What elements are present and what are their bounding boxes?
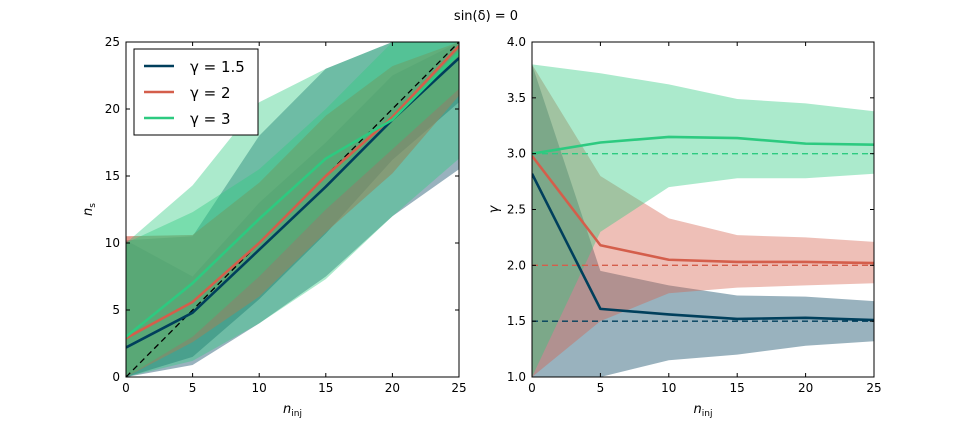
x-tick-label: 25	[451, 381, 466, 395]
x-tick-label: 15	[318, 381, 333, 395]
band-1	[532, 64, 874, 377]
plot-area-right	[532, 64, 874, 377]
reference-line-0	[126, 42, 459, 377]
x-axis-label-left: ninj	[283, 402, 302, 419]
figure-suptitle: sin(δ) = 0	[454, 9, 518, 24]
y-tick-label: 25	[105, 35, 120, 49]
series-line-2	[532, 135, 874, 155]
band-0	[532, 64, 874, 377]
y-axis-label-right: γ	[487, 204, 502, 213]
plot-area-left	[126, 42, 459, 377]
series-line-1	[126, 45, 459, 340]
y-tick-label: 2.0	[507, 258, 526, 272]
y-tick-label: 15	[105, 169, 120, 183]
y-tick-label: 5	[112, 303, 120, 317]
series-line-1	[532, 155, 874, 265]
y-tick-label: 1.5	[507, 314, 526, 328]
y-tick-label: 3.0	[507, 147, 526, 161]
legend-label-0: γ = 1.5	[190, 58, 245, 76]
y-tick-label: 2.5	[507, 203, 526, 217]
legend: γ = 1.5 γ = 2 γ = 3	[133, 48, 259, 136]
legend-box	[133, 48, 259, 136]
legend-label-1: γ = 2	[190, 84, 231, 102]
y-tick-label: 1.0	[507, 370, 526, 384]
axes-frame-left	[125, 41, 460, 378]
series-line-0	[532, 173, 874, 322]
y-tick-label: 3.5	[507, 91, 526, 105]
x-tick-label: 0	[122, 381, 130, 395]
x-tick-label: 10	[252, 381, 267, 395]
x-tick-label: 15	[730, 381, 745, 395]
x-axis-label-right: ninj	[694, 402, 713, 419]
x-tick-label: 5	[597, 381, 605, 395]
x-tick-label: 20	[385, 381, 400, 395]
y-tick-label: 0	[112, 370, 120, 384]
x-tick-label: 0	[528, 381, 536, 395]
x-tick-label: 5	[189, 381, 197, 395]
y-tick-label: 4.0	[507, 35, 526, 49]
y-tick-label: 20	[105, 102, 120, 116]
x-tick-label: 20	[798, 381, 813, 395]
y-axis-label-left: ns	[81, 203, 98, 216]
legend-label-2: γ = 3	[190, 110, 231, 128]
plot-right: 0 5 10 15 20 25 1.0 1.5 2.0 2.5 3.0 3.5 4.0 ninj γ	[487, 35, 882, 419]
y-tick-label: 10	[105, 236, 120, 250]
series-line-2	[126, 51, 459, 338]
x-tick-label: 25	[866, 381, 881, 395]
x-tick-label: 10	[661, 381, 676, 395]
